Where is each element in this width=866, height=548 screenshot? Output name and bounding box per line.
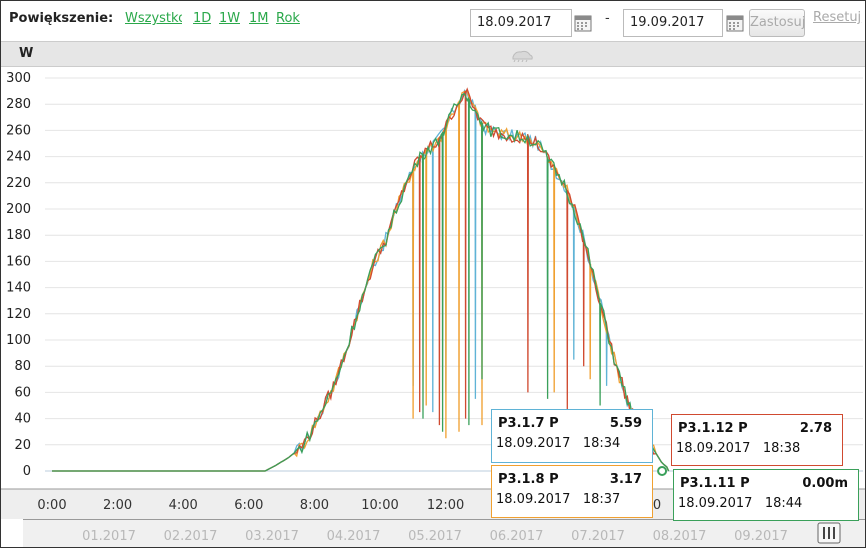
navigator-label: 02.2017	[164, 529, 218, 544]
navigator-label: 09.2017	[734, 529, 788, 544]
y-tick-label: 20	[14, 438, 31, 453]
x-tick-label: 10:00	[361, 498, 398, 513]
y-tick-label: 160	[6, 254, 31, 269]
tooltip-series-name: P3.1.7 P	[498, 416, 559, 431]
tooltip-p3112: P3.1.12 P 2.78 18.09.2017 18:38	[671, 414, 843, 466]
zoom-all-link[interactable]: Wszystko	[125, 11, 182, 26]
tooltip-date: 18.09.2017 18:44	[678, 496, 803, 511]
hover-marker	[657, 466, 668, 476]
y-tick-label: 200	[6, 202, 31, 217]
navigator-label: 01.2017	[82, 529, 136, 544]
drag-handle-icon[interactable]	[509, 48, 535, 62]
series-line[interactable]	[52, 93, 670, 472]
navigator-label: 03.2017	[245, 529, 299, 544]
tooltip-p3111: P3.1.11 P 0.00m 18.09.2017 18:44	[673, 469, 859, 521]
y-tick-label: 80	[14, 359, 31, 374]
tooltip-date: 18.09.2017 18:38	[676, 441, 801, 456]
y-tick-label: 280	[6, 97, 31, 112]
zoom-label: Powiększenie:	[9, 11, 114, 26]
date-to-input[interactable]: 19.09.2017	[623, 9, 723, 37]
x-tick-label: 4:00	[169, 498, 198, 513]
navigator-label: 04.2017	[327, 529, 381, 544]
zoom-1m-link[interactable]: 1M	[249, 11, 269, 26]
apply-button[interactable]: Zastosuj	[749, 9, 805, 37]
navigator-label: 08.2017	[653, 529, 707, 544]
x-tick-label: 8:00	[300, 498, 329, 513]
y-unit-label: W	[19, 46, 34, 61]
zoom-1w-link[interactable]: 1W	[219, 11, 241, 26]
tooltip-value: 3.17	[609, 472, 642, 487]
series-line[interactable]	[52, 87, 670, 472]
calendar-icon[interactable]	[574, 14, 592, 32]
navigator-label: 05.2017	[408, 529, 462, 544]
toolbar: Powiększenie: Wszystko 1D 1W 1M Rok 18.0…	[1, 1, 865, 41]
y-tick-label: 0	[23, 464, 31, 479]
tooltip-p317: P3.1.7 P 5.59 18.09.2017 18:34	[491, 409, 653, 463]
y-tick-label: 140	[6, 281, 31, 296]
x-tick-label: 2:00	[103, 498, 132, 513]
y-tick-label: 120	[6, 307, 31, 322]
x-tick-label: 6:00	[234, 498, 263, 513]
navigator-svg: 01.2017 02.2017 03.2017 04.2017 05.2017 06.20…	[82, 522, 841, 544]
calendar-icon[interactable]	[726, 14, 744, 32]
zoom-1d-link[interactable]: 1D	[193, 11, 212, 26]
y-tick-label: 180	[6, 228, 31, 243]
date-separator: -	[605, 11, 610, 26]
zoom-year-link[interactable]: Rok	[276, 11, 300, 26]
x-tick-label: 0:00	[37, 498, 66, 513]
y-tick-label: 40	[14, 412, 31, 427]
x-tick-label: 12:00	[427, 498, 464, 513]
date-from-input[interactable]: 18.09.2017	[470, 9, 572, 37]
tooltip-value: 5.59	[609, 416, 642, 431]
tooltip-p318: P3.1.8 P 3.17 18.09.2017 18:37	[491, 465, 653, 518]
y-tick-label: 260	[6, 123, 31, 138]
y-tick-label: 220	[6, 176, 31, 191]
y-tick-label: 300	[6, 71, 31, 86]
y-tick-label: 100	[6, 333, 31, 348]
navigator-bar[interactable]: 01.2017 02.2017 03.2017 04.2017 05.2017 06.20…	[23, 519, 865, 547]
tooltip-value: 0.00m	[802, 476, 848, 491]
tooltip-value: 2.78	[799, 421, 832, 436]
tooltip-date: 18.09.2017 18:37	[496, 492, 621, 507]
tooltip-series-name: P3.1.11 P	[680, 476, 750, 491]
tooltip-date: 18.09.2017 18:34	[496, 436, 621, 451]
tooltip-series-name: P3.1.8 P	[498, 472, 559, 487]
navigator-handle-icon[interactable]	[817, 522, 841, 544]
tooltip-series-name: P3.1.12 P	[678, 421, 748, 436]
navigator-label: 07.2017	[571, 529, 625, 544]
y-tick-label: 60	[14, 385, 31, 400]
unit-bar: W	[1, 41, 865, 67]
reset-link[interactable]: Resetuj	[813, 10, 862, 25]
navigator-label: 06.2017	[490, 529, 544, 544]
y-tick-label: 240	[6, 150, 31, 165]
